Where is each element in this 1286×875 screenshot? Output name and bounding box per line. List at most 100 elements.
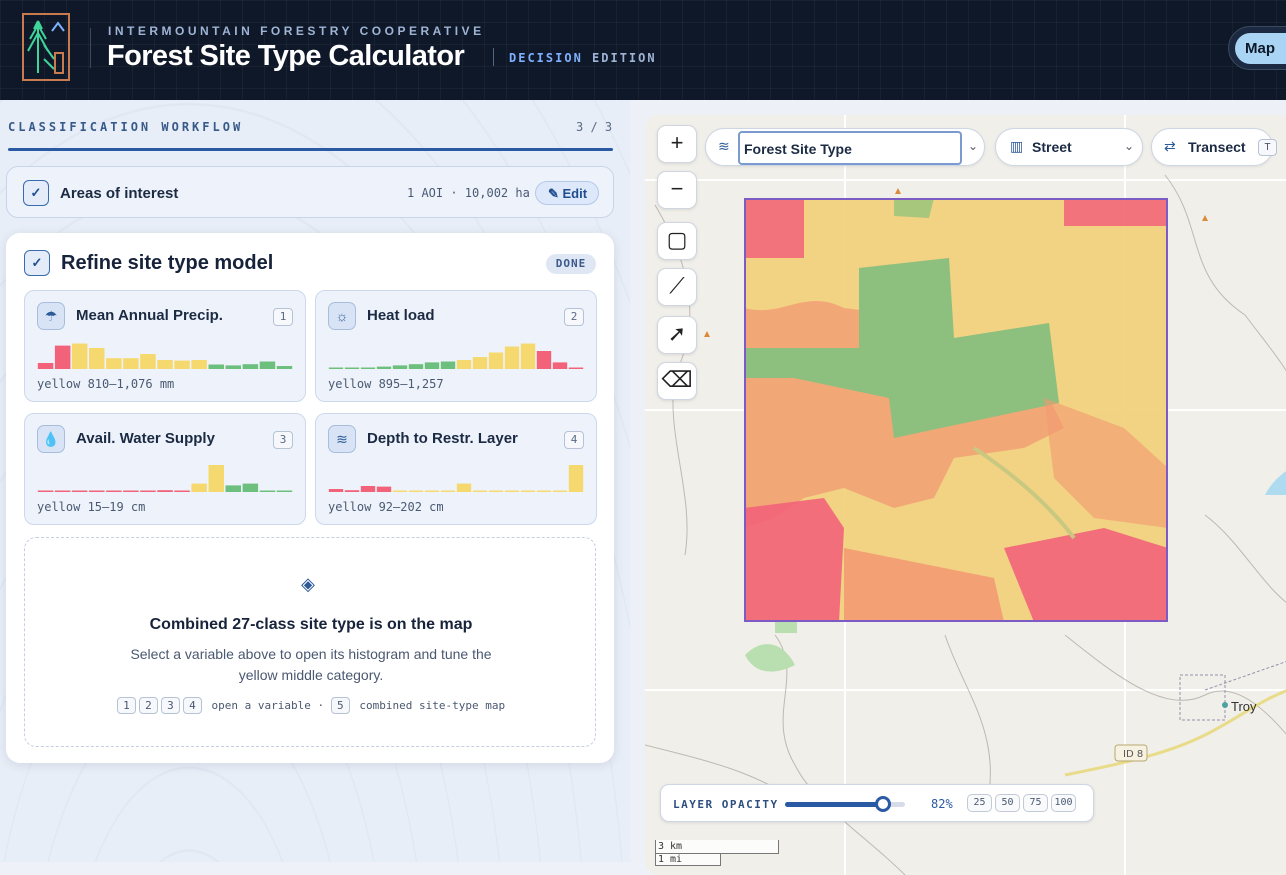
opacity-preset-50[interactable]: 50 xyxy=(995,794,1020,812)
histogram-bar xyxy=(174,360,190,369)
histogram-bar xyxy=(344,367,360,369)
histogram-bar xyxy=(472,490,488,492)
scale-bar: 3 km 1 mi xyxy=(655,840,781,870)
minus-icon: − xyxy=(670,176,684,201)
histogram-bar xyxy=(392,490,408,492)
histogram-bar xyxy=(37,363,54,369)
combined-title: Combined 27-class site type is on the ma… xyxy=(149,616,473,633)
histogram-bar xyxy=(89,490,105,492)
key-2: 2 xyxy=(138,697,158,714)
histogram-bar xyxy=(376,366,392,369)
place-label: Troy xyxy=(1231,699,1257,714)
histogram-bar xyxy=(157,360,173,369)
variable-card-precip[interactable]: ☂ Mean Annual Precip. 1 yellow 810–1,076… xyxy=(24,290,306,402)
variable-card-depth[interactable]: ≋ Depth to Restr. Layer 4 yellow 92–202 … xyxy=(315,413,597,525)
chevron-down-icon: ⌄ xyxy=(968,139,979,153)
histogram-bar xyxy=(191,360,207,369)
key-1: 1 xyxy=(116,697,136,714)
opacity-preset-100[interactable]: 100 xyxy=(1051,794,1076,812)
histogram-bar xyxy=(552,490,568,492)
shortcut-key: 1 xyxy=(273,308,293,326)
histogram-bar xyxy=(552,362,568,369)
eraser-button[interactable]: ⌫ xyxy=(657,362,697,400)
histogram-bar xyxy=(488,490,504,492)
histogram-bar xyxy=(123,358,139,369)
shortcut-key: 3 xyxy=(273,431,293,449)
histogram-bar xyxy=(71,490,88,492)
variable-card-heat-load[interactable]: ☼ Heat load 2 yellow 895–1,257 xyxy=(315,290,597,402)
zoom-in-button[interactable]: + xyxy=(657,125,697,163)
histogram-bar xyxy=(225,365,241,369)
edit-aoi-button[interactable]: ✎ Edit xyxy=(535,181,599,205)
opacity-preset-25[interactable]: 25 xyxy=(967,794,992,812)
yellow-range: yellow 15–19 cm xyxy=(37,500,146,514)
opacity-slider[interactable] xyxy=(785,796,905,812)
workflow-panel: CLASSIFICATION WORKFLOW 3 / 3 ✓ Areas of… xyxy=(0,100,630,862)
opacity-label: LAYER OPACITY xyxy=(673,798,779,811)
layers-icon: ≋ xyxy=(718,138,730,154)
freehand-button[interactable]: ➚ xyxy=(657,316,697,354)
histogram-bar xyxy=(568,465,584,492)
areas-of-interest-step[interactable]: ✓ Areas of interest 1 AOI · 10,002 ha ✎ … xyxy=(6,166,614,218)
histogram-bar xyxy=(328,489,344,492)
histogram-bar xyxy=(276,490,293,492)
histogram-bar xyxy=(408,364,424,369)
histogram-bar xyxy=(54,345,71,369)
histogram-bar xyxy=(208,364,224,369)
card-title: Refine site type model xyxy=(61,252,274,274)
route-label: ID 8 xyxy=(1123,749,1143,760)
histogram-bar xyxy=(440,490,456,492)
zoom-out-button[interactable]: − xyxy=(657,171,697,209)
histogram-bar xyxy=(157,490,173,492)
transect-label: Transect xyxy=(1188,139,1246,155)
app-title: Forest Site Type Calculator xyxy=(107,40,465,72)
basemap-label: Street xyxy=(1032,139,1072,155)
transect-button[interactable]: ⇄ Transect T xyxy=(1151,128,1277,166)
basemap-selector[interactable]: ▥ Street ⌄ xyxy=(995,128,1143,166)
layer-select-input[interactable]: Forest Site Type xyxy=(738,131,962,165)
eraser-icon: ⌫ xyxy=(661,367,693,392)
slider-thumb[interactable] xyxy=(875,796,892,812)
histogram-bar xyxy=(456,360,472,369)
histogram-bar xyxy=(123,490,139,492)
histogram-bar xyxy=(208,465,224,492)
histogram-bar xyxy=(536,490,552,492)
check-icon: ✓ xyxy=(23,180,49,206)
shortcut-key: 2 xyxy=(564,308,584,326)
histogram-bar xyxy=(504,490,520,492)
histogram xyxy=(37,465,293,492)
layer-selector[interactable]: ≋ Forest Site Type ⌄ xyxy=(705,128,985,166)
layers-icon: ≋ xyxy=(328,425,356,453)
histogram-bar xyxy=(456,483,472,492)
histogram-bar xyxy=(242,483,259,492)
site-type-layer xyxy=(744,198,1168,622)
histogram-bar xyxy=(424,490,440,492)
plus-icon: + xyxy=(670,130,684,155)
opacity-preset-75[interactable]: 75 xyxy=(1023,794,1048,812)
histogram-bar xyxy=(344,490,360,492)
map-icon: ▥ xyxy=(1010,138,1024,154)
map-panel: ID 8 Troy + − ▢ ⟋ ➚ ⌫ ≋ F xyxy=(630,100,1286,875)
histogram-bar xyxy=(408,490,424,492)
key-5: 5 xyxy=(330,697,350,714)
histogram-bar xyxy=(259,490,276,492)
histogram-bar xyxy=(360,486,376,492)
workflow-label: CLASSIFICATION WORKFLOW xyxy=(8,120,244,134)
histogram-bar xyxy=(259,361,276,369)
map-canvas[interactable]: ID 8 Troy + − ▢ ⟋ ➚ ⌫ ≋ F xyxy=(645,115,1286,875)
histogram-bar xyxy=(54,490,71,492)
opacity-value: 82% xyxy=(931,797,953,811)
organization-name: INTERMOUNTAIN FORESTRY COOPERATIVE xyxy=(108,24,485,38)
variable-title: Depth to Restr. Layer xyxy=(367,430,518,447)
map-view-button[interactable]: Map xyxy=(1235,33,1286,64)
app-header: INTERMOUNTAIN FORESTRY COOPERATIVE Fores… xyxy=(0,0,1286,100)
histogram-bar xyxy=(520,490,536,492)
variable-title: Mean Annual Precip. xyxy=(76,307,223,324)
refine-model-card: ✓ Refine site type model DONE ☂ Mean Ann… xyxy=(6,233,614,763)
variable-card-water-supply[interactable]: 💧 Avail. Water Supply 3 yellow 15–19 cm xyxy=(24,413,306,525)
draw-polygon-button[interactable]: ⟋ xyxy=(657,268,697,306)
yellow-range: yellow 92–202 cm xyxy=(328,500,444,514)
histogram-bar xyxy=(536,351,552,369)
draw-rectangle-button[interactable]: ▢ xyxy=(657,222,697,260)
